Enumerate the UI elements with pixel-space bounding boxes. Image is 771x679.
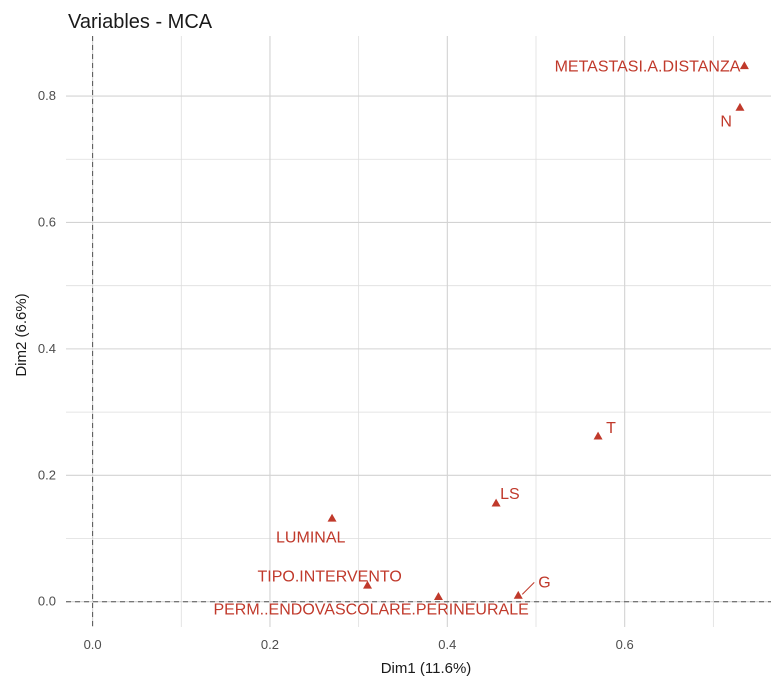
label-connector-line — [521, 582, 535, 595]
x-axis-ticks: 0.0 0.2 0.4 0.6 — [84, 637, 634, 652]
point-label: N — [720, 113, 732, 130]
grid-lines — [66, 36, 771, 627]
y-axis-title: Dim2 (6.6%) — [13, 293, 30, 376]
data-point-marker — [327, 513, 337, 522]
x-tick-label: 0.2 — [261, 637, 279, 652]
y-tick-label: 0.6 — [38, 214, 56, 229]
y-tick-label: 0.4 — [38, 341, 56, 356]
y-tick-label: 0.0 — [38, 594, 56, 609]
x-axis-title: Dim1 (11.6%) — [381, 660, 472, 677]
y-axis-ticks: 0.0 0.2 0.4 0.6 0.8 — [38, 88, 56, 609]
data-point-marker — [735, 102, 745, 111]
label-connectors — [521, 582, 535, 595]
point-labels: METASTASI.A.DISTANZA N T LS LUMINAL TIPO.INTE… — [213, 59, 740, 619]
point-label: G — [538, 574, 550, 591]
point-label: T — [606, 420, 616, 437]
data-point-marker — [593, 431, 603, 440]
x-tick-label: 0.0 — [84, 637, 102, 652]
data-point-marker — [363, 580, 373, 589]
point-label: TIPO.INTERVENTO — [258, 568, 402, 585]
data-point-marker — [491, 498, 501, 507]
reference-lines — [66, 36, 771, 627]
y-tick-label: 0.2 — [38, 467, 56, 482]
data-point-marker — [513, 590, 523, 599]
data-point-marker — [433, 592, 443, 601]
chart-title: Variables - MCA — [68, 11, 213, 33]
x-tick-label: 0.6 — [616, 637, 634, 652]
x-tick-label: 0.4 — [438, 637, 456, 652]
data-point-marker — [739, 61, 749, 70]
point-label: LUMINAL — [276, 529, 345, 546]
y-tick-label: 0.8 — [38, 88, 56, 103]
point-label: METASTASI.A.DISTANZA — [555, 59, 741, 76]
point-label: LS — [500, 486, 520, 503]
data-points — [327, 61, 749, 601]
point-label: PERM..ENDOVASCOLARE.PERINEURALE — [213, 602, 528, 619]
